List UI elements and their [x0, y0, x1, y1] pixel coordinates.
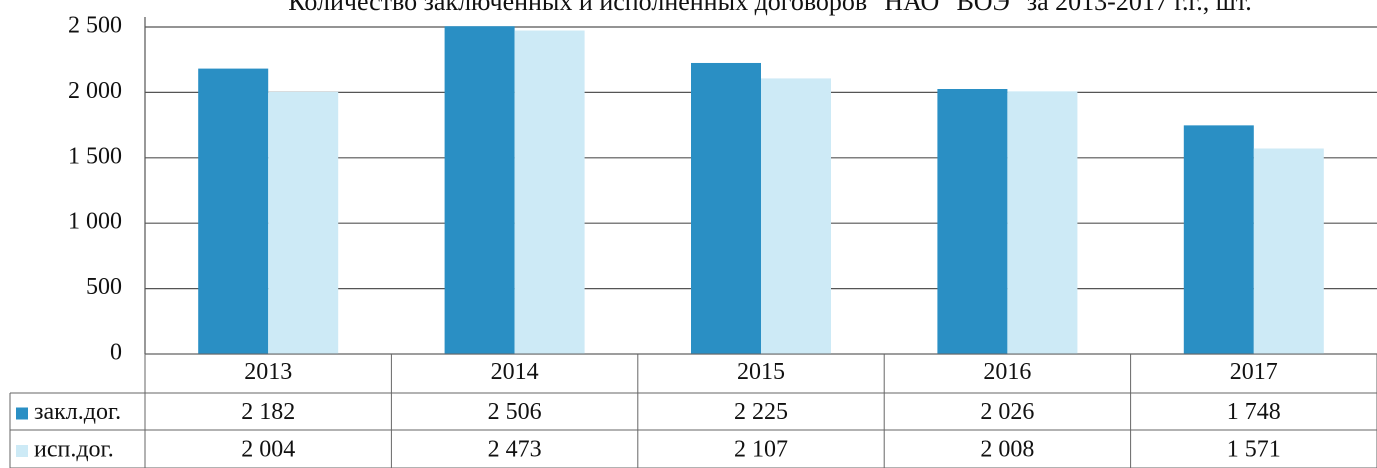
table-value: 2 026	[980, 399, 1034, 425]
y-tick-label: 0	[110, 340, 122, 366]
y-tick-label: 500	[86, 274, 122, 300]
x-tick-label: 2014	[491, 359, 539, 385]
bar	[514, 30, 585, 354]
bar	[761, 78, 831, 354]
bar	[937, 88, 1008, 354]
x-tick-label: 2015	[737, 359, 785, 385]
bar	[1007, 91, 1078, 354]
bar	[1183, 125, 1254, 354]
bar	[444, 26, 515, 354]
table-value: 2 473	[488, 437, 542, 463]
chart-title: Количество заключенных и исполненных дог…	[288, 0, 1251, 16]
table-value: 2 506	[488, 399, 542, 425]
bar	[268, 91, 339, 354]
y-tick-label: 1 500	[68, 143, 122, 169]
table-value: 2 008	[980, 437, 1034, 463]
bar	[198, 68, 269, 355]
x-tick-label: 2016	[983, 359, 1031, 385]
legend-swatch	[16, 407, 28, 420]
legend-label: закл.дог.	[34, 399, 121, 425]
table-value: 1 571	[1227, 437, 1281, 463]
bar	[691, 62, 761, 354]
legend-swatch	[16, 445, 28, 457]
table-value: 1 748	[1227, 399, 1281, 425]
x-tick-label: 2017	[1230, 359, 1278, 385]
table-value: 2 004	[241, 437, 295, 463]
y-tick-label: 2 500	[68, 13, 122, 39]
x-tick-label: 2013	[244, 359, 292, 385]
y-tick-label: 1 000	[68, 209, 122, 235]
legend-label: исп.дог.	[34, 437, 114, 463]
table-value: 2 225	[734, 399, 788, 425]
table-value: 2 107	[734, 437, 788, 463]
table-value: 2 182	[241, 399, 295, 425]
bar	[1253, 148, 1324, 354]
y-tick-label: 2 000	[68, 78, 122, 104]
